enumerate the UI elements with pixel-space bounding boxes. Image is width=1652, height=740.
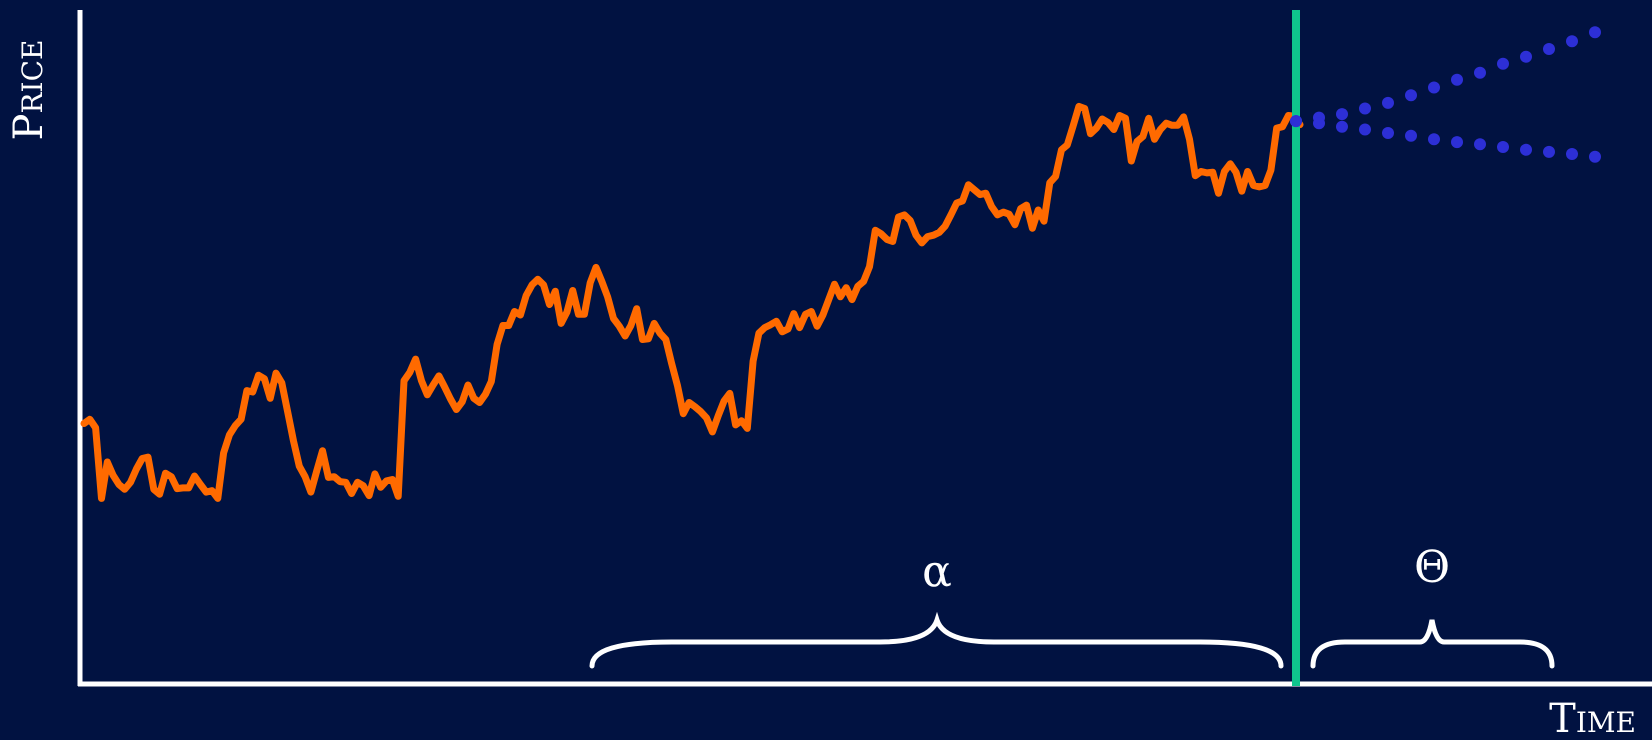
forecast-up-point [1566, 35, 1578, 48]
y-axis-label: Price [6, 40, 52, 141]
forecast-down-point [1359, 123, 1371, 136]
forecast-up-point [1451, 73, 1463, 86]
forecast-down-point [1543, 145, 1555, 158]
forecast-down-point [1497, 141, 1509, 153]
forecast-down-point [1405, 129, 1417, 142]
forecast-up-point [1474, 66, 1486, 79]
forecast-up-point [1589, 26, 1601, 39]
history-span-label: α [922, 546, 952, 597]
forecast-up-point [1336, 108, 1348, 121]
forecast-down-point [1313, 117, 1325, 130]
forecast-down-point [1520, 143, 1532, 156]
forecast-down-point [1451, 136, 1463, 149]
forecast-down-point [1589, 150, 1601, 163]
forecast-up-point [1405, 89, 1417, 102]
history-price-line [80, 102, 1304, 502]
forecast-down-point [1474, 138, 1486, 151]
forecast-up-point [1382, 96, 1394, 109]
x-axis-label: Time [1549, 696, 1636, 740]
forecast-series [1290, 26, 1601, 163]
forecast-up-point [1428, 81, 1440, 94]
forecast-up-point [1359, 102, 1371, 115]
forecast-up-point [1520, 50, 1532, 63]
forecast-up-point [1543, 43, 1555, 55]
forecast-down-point [1382, 127, 1394, 139]
forecast-down-point [1428, 133, 1440, 146]
forecast-down-point [1336, 120, 1348, 133]
history-span-brace [589, 611, 1284, 669]
forecast-up-point [1497, 57, 1509, 70]
history-series [80, 102, 1304, 502]
forecast-span-label: Θ [1414, 542, 1450, 593]
forecast-down-point [1566, 148, 1578, 160]
forecast-span-brace [1310, 619, 1555, 669]
forecast-down-point [1290, 115, 1302, 128]
